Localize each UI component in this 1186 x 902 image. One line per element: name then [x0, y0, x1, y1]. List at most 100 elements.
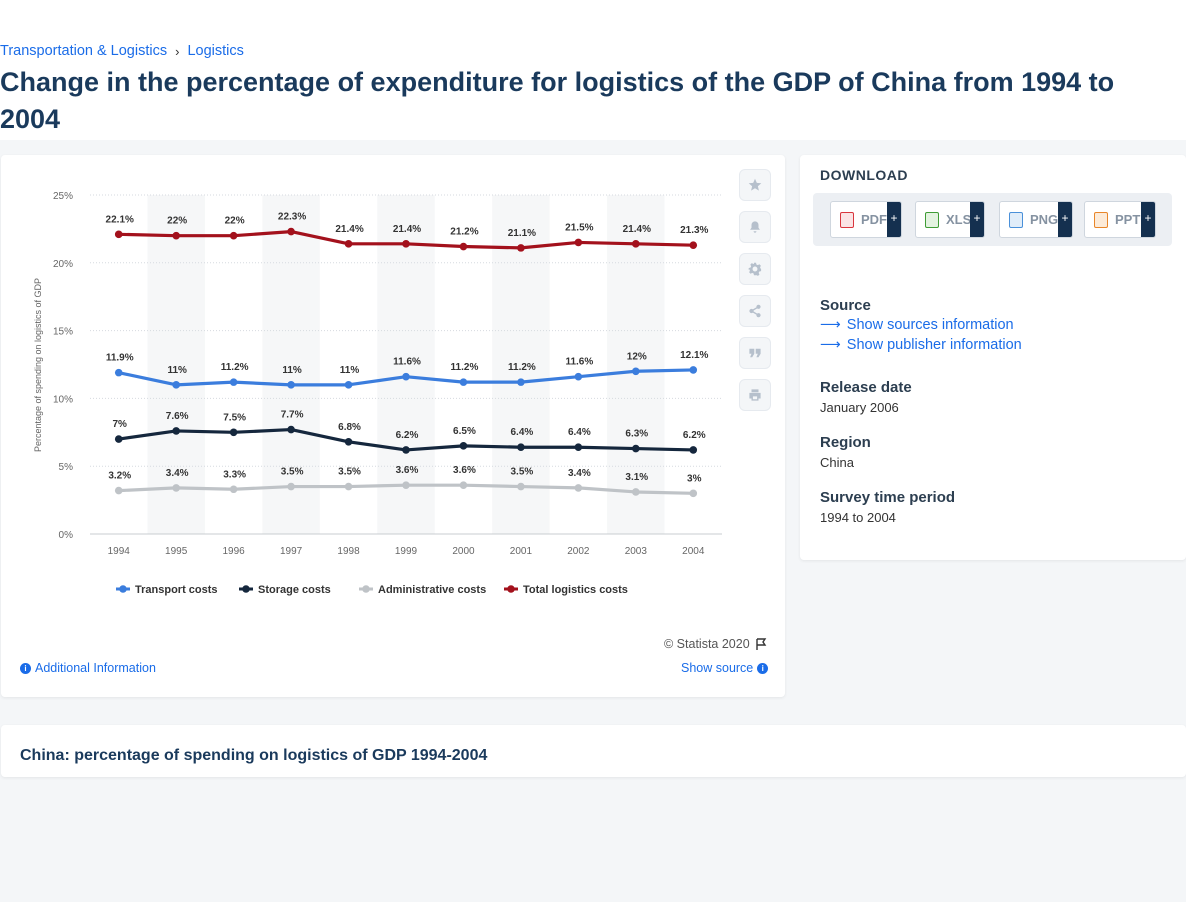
legend-label: Administrative costs [378, 584, 486, 596]
data-label: 11.6% [393, 357, 421, 368]
line-chart: 0% 5% 10% 15% 20% 25% 1994 1995 1996 1997 1998 199… [33, 191, 722, 596]
ppt-plus-button[interactable]: + [1141, 202, 1155, 237]
pdf-label: PDF [861, 212, 887, 227]
print-button[interactable] [739, 379, 771, 411]
show-sources-link[interactable]: ⟶ Show sources information [820, 317, 1022, 333]
breadcrumb: Transportation & Logistics › Logistics [0, 43, 244, 59]
x-tick-label: 2000 [452, 546, 475, 557]
data-point [402, 481, 410, 489]
x-tick-label: 1996 [223, 546, 246, 557]
show-sources-label: Show sources information [846, 317, 1014, 333]
download-xls-button[interactable]: XLS + [915, 201, 985, 238]
data-label: 3.5% [281, 467, 304, 478]
ppt-label: PPT [1115, 212, 1141, 227]
legend-marker [119, 585, 127, 593]
source-section: Source ⟶ Show sources information ⟶ Show… [820, 297, 1022, 353]
download-png-button[interactable]: PNG + [999, 201, 1073, 238]
legend-item[interactable]: Total logistics costs [504, 584, 628, 596]
release-heading: Release date [820, 379, 912, 396]
ppt-file-icon [1094, 211, 1108, 228]
breadcrumb-item-logistics[interactable]: Logistics [187, 43, 244, 59]
download-row: PDF + XLS + PNG + PPT + [813, 193, 1172, 246]
related-title[interactable]: China: percentage of spending on logisti… [20, 747, 488, 764]
data-point [229, 428, 238, 437]
data-point [517, 244, 525, 252]
y-tick-label: 15% [53, 327, 73, 338]
data-label: 3.4% [166, 468, 189, 479]
data-point [402, 446, 410, 454]
print-icon [749, 389, 761, 401]
data-point [287, 381, 295, 389]
chart-toolbar [739, 169, 773, 421]
data-point [287, 425, 295, 434]
data-point [229, 378, 238, 386]
download-pdf-button[interactable]: PDF + [830, 201, 902, 238]
legend-label: Transport costs [135, 584, 218, 596]
x-tick-label: 1999 [395, 546, 418, 557]
series-storage-costs: 7% 7.6% 7.5% 7.7% 6.8% 6.2% 6.5% 6.4% 6.4% 6.3% 6.… [113, 410, 706, 454]
data-point [517, 482, 525, 491]
pdf-plus-button[interactable]: + [887, 202, 901, 237]
data-label: 11.2% [508, 362, 536, 373]
png-plus-button[interactable]: + [1058, 202, 1072, 237]
data-label: 12.1% [680, 350, 708, 361]
additional-information-link[interactable]: i Additional Information [20, 661, 156, 675]
data-label: 11.2% [221, 362, 249, 373]
info-icon: i [757, 662, 769, 674]
credit-text: © Statista 2020 [664, 637, 750, 651]
xls-label: XLS [946, 212, 972, 227]
favorite-button[interactable] [739, 169, 771, 201]
header-area [0, 0, 1186, 140]
data-point [632, 488, 640, 496]
share-button[interactable] [739, 295, 771, 327]
bell-icon [750, 221, 760, 233]
png-label: PNG [1030, 212, 1059, 227]
legend-marker [242, 585, 250, 593]
y-tick-label: 20% [53, 259, 73, 270]
release-section: Release date January 2006 [820, 379, 912, 415]
data-point [459, 242, 468, 251]
release-value: January 2006 [820, 400, 899, 415]
flag-icon[interactable] [755, 638, 768, 650]
data-point [689, 446, 698, 454]
show-source-link[interactable]: Show source i [681, 661, 769, 675]
data-point [459, 378, 468, 386]
x-tick-label: 1994 [108, 546, 131, 557]
data-point [689, 241, 698, 249]
data-point [344, 482, 353, 491]
legend-item[interactable]: Transport costs [116, 584, 218, 596]
data-point [344, 437, 353, 446]
legend-item[interactable]: Storage costs [239, 584, 331, 596]
notification-button[interactable] [739, 211, 771, 243]
data-point [517, 443, 525, 452]
data-label: 11.9% [106, 353, 134, 364]
legend-label: Total logistics costs [523, 584, 628, 596]
data-label: 11.6% [565, 357, 593, 368]
data-point [172, 231, 180, 240]
xls-plus-button[interactable]: + [970, 202, 984, 237]
breadcrumb-item-transportation[interactable]: Transportation & Logistics [0, 43, 168, 59]
page-title: Change in the percentage of expenditure … [0, 67, 1115, 134]
data-label: 6.2% [683, 430, 706, 441]
data-label: 6.3% [625, 429, 648, 440]
data-point [402, 372, 410, 381]
data-label: 11.2% [451, 362, 479, 373]
download-ppt-button[interactable]: PPT + [1084, 201, 1156, 238]
data-label: 22.1% [106, 214, 134, 225]
x-tick-label: 2001 [510, 546, 533, 557]
cite-button[interactable] [739, 337, 771, 369]
data-point [574, 484, 583, 492]
column-band [377, 195, 435, 534]
data-label: 6.4% [511, 427, 534, 438]
settings-button[interactable] [739, 253, 771, 285]
data-label: 7% [113, 419, 128, 430]
data-point [344, 381, 353, 389]
data-point [402, 240, 410, 248]
data-label: 3.6% [396, 465, 419, 476]
show-publisher-link[interactable]: ⟶ Show publisher information [820, 337, 1022, 353]
data-point [632, 367, 640, 376]
legend-item[interactable]: Administrative costs [359, 584, 486, 596]
data-label: 21.5% [565, 222, 593, 233]
png-file-icon [1009, 211, 1023, 228]
data-label: 6.4% [568, 427, 591, 438]
